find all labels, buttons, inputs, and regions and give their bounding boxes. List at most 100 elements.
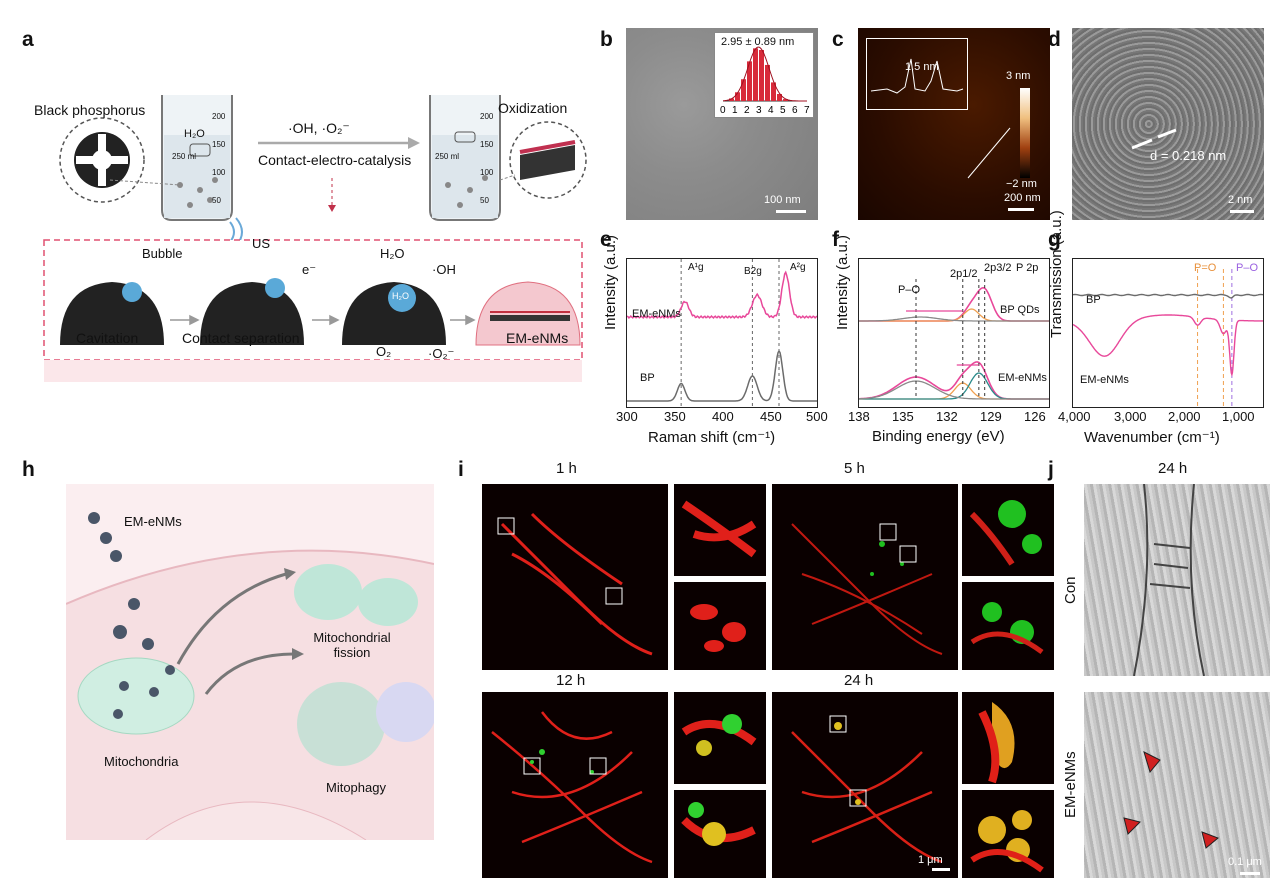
raman-ylabel: Intensity (a.u.) — [602, 234, 619, 330]
hist-fit-curve — [722, 46, 807, 102]
row-label-con: Con — [1062, 576, 1079, 604]
beaker2-volume: 250 ml — [435, 152, 460, 161]
panel-label-a: a — [22, 28, 34, 51]
panel-a-drawing — [43, 95, 587, 382]
lattice-arrows — [1131, 128, 1177, 150]
height-value: 1.5 nm — [905, 61, 939, 73]
fluo-zoom-24h-a — [962, 692, 1054, 784]
panel-label-j: j — [1048, 458, 1054, 481]
colorbar — [1020, 88, 1030, 178]
scale-label-i: 1 μm — [918, 854, 943, 866]
fluo-main-1h — [482, 484, 668, 670]
panel-g-plot-area — [1072, 258, 1264, 408]
step-contact-separation: Contact separation — [182, 330, 300, 346]
panel-label-h: h — [22, 458, 35, 481]
xps-ylabel: Intensity (a.u.) — [834, 234, 851, 330]
beaker1-tick-200: 200 — [212, 112, 226, 121]
xps-fit-po-bottom — [858, 380, 1049, 400]
hist-bar — [777, 94, 782, 101]
raman-xtick: 500 — [806, 409, 828, 424]
em-image-em-enms: 0.1 μm — [1084, 692, 1270, 878]
hist-bar — [759, 49, 764, 101]
em-image-con — [1084, 484, 1270, 676]
ftir-band-label: P–O — [1236, 262, 1259, 274]
panel-h-schematic: EM-eNMs Mitochondrial fission Mitochondr… — [66, 484, 434, 840]
xps-fit-po-top — [859, 316, 1049, 322]
hist-bar — [783, 99, 788, 101]
panel-label-e: e — [600, 228, 612, 251]
height-profile-inset: 1.5 nm — [866, 38, 968, 110]
time-label: 5 h — [844, 460, 865, 477]
ftir-xtick: 2,000 — [1168, 409, 1201, 424]
panel-h-drawing — [66, 512, 434, 840]
ftir-line-bp — [1072, 293, 1264, 299]
fluo-zoom-24h-b — [962, 790, 1054, 878]
scale-label-d: 2 nm — [1228, 194, 1253, 206]
raman-series-label: BP — [640, 372, 655, 384]
ftir-band-label: P=O — [1194, 262, 1217, 274]
xps-series-label: EM-eNMs — [998, 372, 1047, 384]
xps-xtick: 126 — [1024, 409, 1046, 424]
raman-xtick: 300 — [616, 409, 638, 424]
beaker2-tick-100: 100 — [480, 168, 494, 177]
beaker1-tick-150: 150 — [212, 140, 226, 149]
label-electron: e⁻ — [302, 262, 317, 277]
hist-tick-label: 6 — [792, 105, 798, 116]
xps-xtick: 132 — [936, 409, 958, 424]
label-o2: O₂ — [376, 344, 392, 359]
ftir-xlabel: Wavenumber (cm⁻¹) — [1084, 429, 1220, 446]
label-black-phosphorus: Black phosphorus — [34, 102, 146, 118]
ftir-xtick: 4,000 — [1058, 409, 1091, 424]
panel-label-i: i — [458, 458, 464, 481]
panel-c-afm-image: 1.5 nm 3 nm −2 nm 200 nm — [858, 28, 1050, 220]
ftir-line-em-enms — [1072, 314, 1263, 377]
label-em-enms-particles: EM-eNMs — [124, 514, 182, 529]
fluo-zoom-12h-b — [674, 790, 766, 878]
label-mitochondrial-fission: Mitochondrial fission — [313, 630, 391, 660]
label-h2o: H₂O — [184, 128, 205, 140]
panel-f-plot-area — [858, 258, 1050, 408]
time-label: 24 h — [844, 672, 874, 689]
hist-bar — [753, 48, 758, 101]
beaker2-tick-50: 50 — [480, 196, 489, 205]
fluo-zoom-5h-b — [962, 582, 1054, 670]
panel-d-hrtem-image: d = 0.218 nm 2 nm — [1072, 28, 1264, 220]
label-reagents: ·OH, ·O₂⁻ — [288, 120, 350, 136]
raman-xtick: 450 — [760, 409, 782, 424]
colorbar-top: 3 nm — [1006, 70, 1031, 82]
fluo-zoom-1h-b — [674, 582, 766, 670]
ftir-ylabel: Transmission (a.u.) — [1048, 210, 1065, 338]
fluo-main-12h — [482, 692, 668, 878]
label-mitophagy: Mitophagy — [326, 780, 386, 795]
time-label: 12 h — [556, 672, 586, 689]
fluo-zoom-1h-a — [674, 484, 766, 576]
xps-title: P 2p — [1016, 262, 1039, 274]
size-value: 2.95 ± 0.89 nm — [721, 36, 795, 48]
raman-line-em-enms — [626, 270, 818, 320]
raman-chart — [626, 259, 818, 407]
beaker1-tick-50: 50 — [212, 196, 221, 205]
ftir-series-label: BP — [1086, 294, 1101, 306]
raman-peak-label: A²g — [790, 262, 806, 273]
hist-bar — [741, 79, 746, 101]
ftir-chart — [1072, 269, 1264, 407]
hist-bar — [747, 61, 752, 101]
raman-xlabel: Raman shift (cm⁻¹) — [648, 429, 776, 446]
ftir-xtick: 3,000 — [1114, 409, 1147, 424]
xps-xlabel: Binding energy (eV) — [872, 428, 1005, 445]
scale-label-j: 0.1 μm — [1228, 856, 1262, 868]
hist-tick-label: 3 — [756, 105, 762, 116]
label-mitochondria: Mitochondria — [104, 754, 179, 769]
hist-tick-label: 1 — [732, 105, 738, 116]
label-contact-electro-catalysis: Contact-electro-catalysis — [258, 152, 412, 168]
scale-bar-j — [1240, 872, 1260, 875]
scale-bar-d — [1230, 210, 1254, 213]
scale-bar-c — [1008, 208, 1034, 211]
ftir-xtick: 1,000 — [1222, 409, 1255, 424]
beaker1-volume: 250 ml — [172, 152, 197, 161]
hist-bar — [735, 92, 740, 101]
hist-tick-label: 2 — [744, 105, 750, 116]
scale-bar-i — [932, 868, 950, 871]
raman-xtick: 400 — [712, 409, 734, 424]
